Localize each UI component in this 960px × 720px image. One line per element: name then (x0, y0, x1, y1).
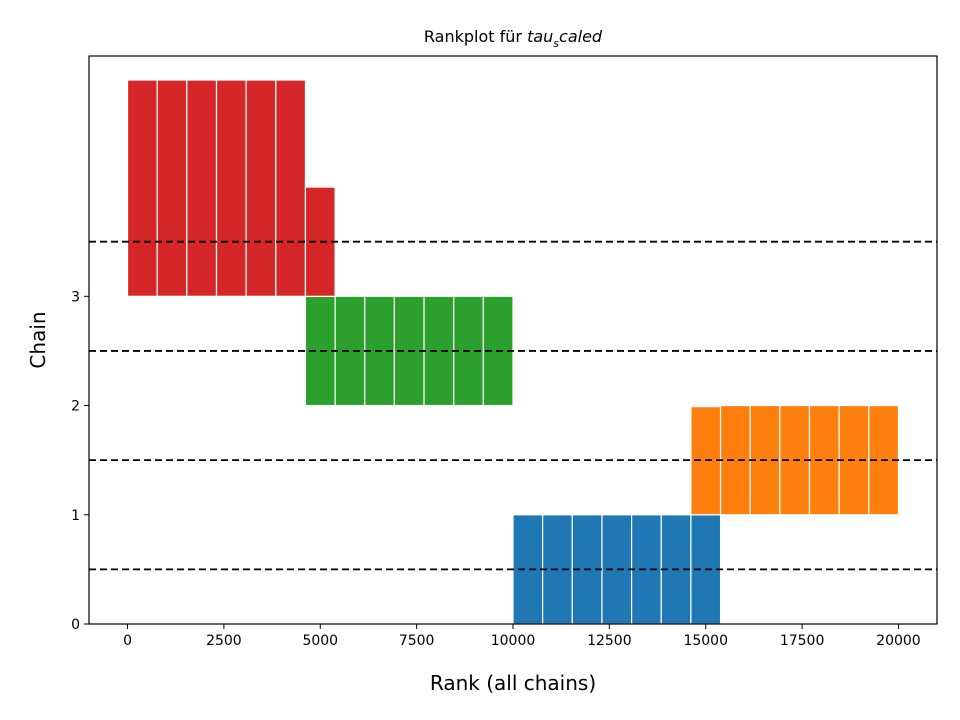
rank-bar-chain-2 (334, 295, 366, 407)
y-tick-label: 1 (71, 508, 80, 524)
bars-layer (126, 79, 900, 625)
y-tick-label: 2 (71, 399, 80, 415)
y-tick-label: 3 (71, 289, 80, 305)
y-axis-label: Chain (26, 311, 50, 368)
x-tick-label: 0 (123, 633, 132, 649)
rank-bar-chain-3 (126, 79, 158, 297)
rank-bar-chain-3 (215, 79, 247, 297)
rank-bar-chain-3 (156, 79, 188, 297)
y-axis-ticks: 0 1 2 3 (71, 289, 89, 633)
x-tick-label: 5000 (302, 633, 338, 649)
rank-bar-chain-1 (808, 404, 840, 516)
rank-bar-chain-0 (512, 514, 544, 625)
x-tick-label: 2500 (206, 633, 242, 649)
x-tick-label: 15000 (683, 633, 728, 649)
chart-title: Rankplot für tauscaled (424, 27, 603, 50)
x-axis-ticks: 0 2500 5000 7500 10000 12500 15000 17500 20000 (123, 624, 921, 649)
x-axis-label: Rank (all chains) (430, 671, 596, 695)
x-tick-label: 17500 (780, 633, 825, 649)
rank-bar-chain-3 (245, 79, 277, 297)
rank-bar-chain-3 (186, 79, 218, 297)
rank-bar-chain-3 (275, 79, 307, 297)
x-tick-label: 12500 (587, 633, 632, 649)
rank-bar-chain-2 (423, 295, 455, 407)
x-tick-label: 20000 (876, 633, 921, 649)
x-tick-label: 7500 (399, 633, 435, 649)
reference-lines (89, 240, 937, 571)
y-tick-label: 0 (71, 617, 80, 633)
rank-bar-chain-1 (719, 404, 751, 516)
x-tick-label: 10000 (491, 633, 536, 649)
